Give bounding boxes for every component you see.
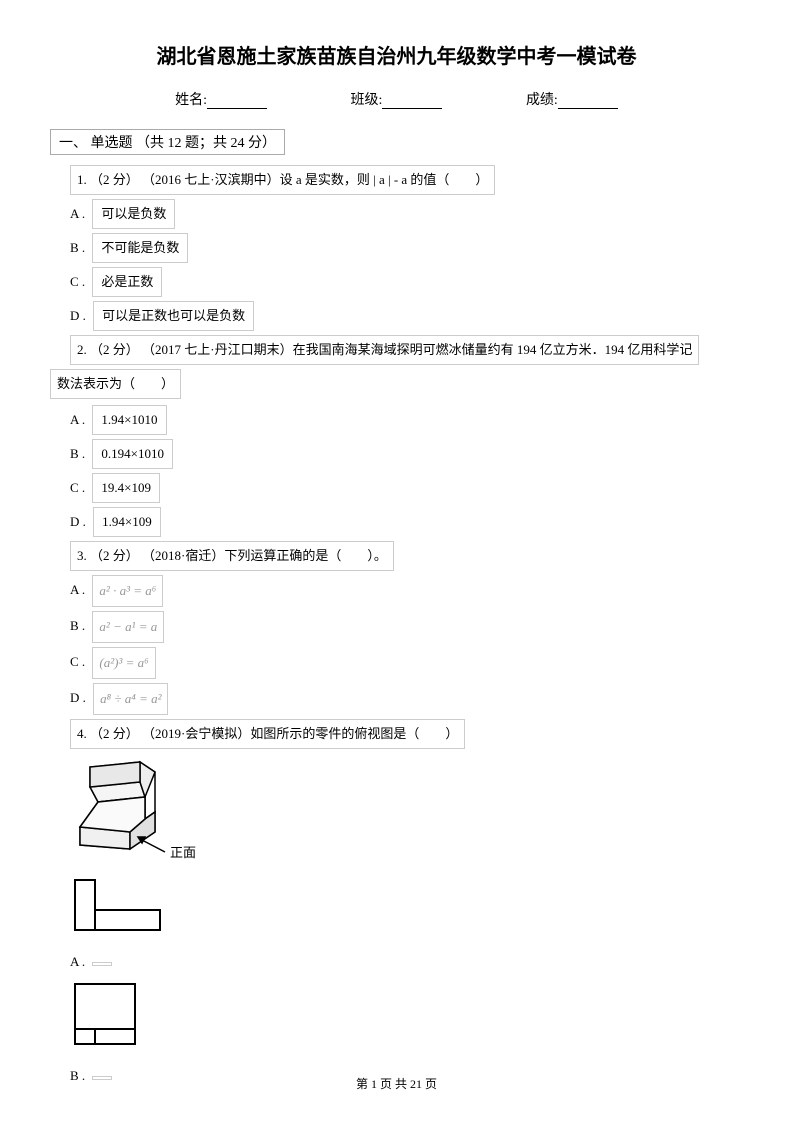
q2-a-text: 1.94×1010 xyxy=(92,405,166,435)
q3-c-formula: (a²)³ = a⁶ xyxy=(92,647,155,679)
question-1: 1. （2 分） （2016 七上·汉滨期中）设 a 是实数，则 | a | -… xyxy=(70,165,743,195)
q4-option-b: B . xyxy=(70,979,743,1089)
q1-d-label: D . xyxy=(70,308,86,323)
q2-a-label: A . xyxy=(70,412,85,427)
question-2: 2. （2 分） （2017 七上·丹江口期末）在我国南海某海域探明可燃冰储量约… xyxy=(70,335,743,365)
q2-text-cont: 数法表示为（ ） xyxy=(50,369,743,399)
q3-option-b: B . a² − a¹ = a xyxy=(70,611,743,643)
q1-option-b: B . 不可能是负数 xyxy=(70,233,743,263)
q1-c-text: 必是正数 xyxy=(92,267,162,297)
q4-main-figure: 正面 xyxy=(70,757,743,867)
q3-c-label: C . xyxy=(70,654,85,669)
q4-front-label: 正面 xyxy=(170,845,196,860)
name-blank xyxy=(207,95,267,109)
name-label: 姓名: xyxy=(175,89,207,109)
q4-text: 4. （2 分） （2019·会宁模拟）如图所示的零件的俯视图是（ ） xyxy=(70,719,465,749)
page-title: 湖北省恩施土家族苗族自治州九年级数学中考一模试卷 xyxy=(50,40,743,69)
q1-b-label: B . xyxy=(70,240,85,255)
q4-opt-a-icon xyxy=(70,875,170,940)
q4-a-box xyxy=(92,962,112,966)
score-blank xyxy=(558,95,618,109)
q4-opt-b-icon xyxy=(70,979,145,1054)
section-header: 一、 单选题 （共 12 题；共 24 分） xyxy=(50,129,285,155)
q2-option-d: D . 1.94×109 xyxy=(70,507,743,537)
q2-option-a: A . 1.94×1010 xyxy=(70,405,743,435)
page-footer: 第 1 页 共 21 页 xyxy=(0,1075,793,1092)
question-4: 4. （2 分） （2019·会宁模拟）如图所示的零件的俯视图是（ ） xyxy=(70,719,743,749)
question-3: 3. （2 分） （2018·宿迁）下列运算正确的是（ ）。 xyxy=(70,541,743,571)
q3-option-a: A . a² · a³ = a⁶ xyxy=(70,575,743,607)
q3-d-label: D . xyxy=(70,690,86,705)
q3-option-c: C . (a²)³ = a⁶ xyxy=(70,647,743,679)
q1-d-text: 可以是正数也可以是负数 xyxy=(93,301,254,331)
q2-option-c: C . 19.4×109 xyxy=(70,473,743,503)
q1-c-label: C . xyxy=(70,274,85,289)
q2-d-label: D . xyxy=(70,514,86,529)
q2-b-label: B . xyxy=(70,446,85,461)
q3-b-label: B . xyxy=(70,618,85,633)
q2-d-text: 1.94×109 xyxy=(93,507,161,537)
q1-option-c: C . 必是正数 xyxy=(70,267,743,297)
q4-a-label: A . xyxy=(70,954,85,969)
q3-d-formula: a⁸ ÷ a⁴ = a² xyxy=(93,683,168,715)
info-row: 姓名: 班级: 成绩: xyxy=(50,89,743,109)
q2-c-text: 19.4×109 xyxy=(92,473,160,503)
q2-b-text: 0.194×1010 xyxy=(92,439,173,469)
q1-option-a: A . 可以是负数 xyxy=(70,199,743,229)
q1-b-text: 不可能是负数 xyxy=(92,233,188,263)
class-blank xyxy=(382,95,442,109)
q1-a-label: A . xyxy=(70,206,85,221)
q2-c-label: C . xyxy=(70,480,85,495)
q3-a-label: A . xyxy=(70,582,85,597)
q2-cont-box: 数法表示为（ ） xyxy=(50,369,181,399)
q4-option-a: A . xyxy=(70,875,743,975)
q3-option-d: D . a⁸ ÷ a⁴ = a² xyxy=(70,683,743,715)
q4-3d-part-icon: 正面 xyxy=(70,757,220,867)
q3-b-formula: a² − a¹ = a xyxy=(92,611,164,643)
q2-option-b: B . 0.194×1010 xyxy=(70,439,743,469)
score-label: 成绩: xyxy=(526,89,558,109)
q1-option-d: D . 可以是正数也可以是负数 xyxy=(70,301,743,331)
q3-a-formula: a² · a³ = a⁶ xyxy=(92,575,163,607)
q1-a-text: 可以是负数 xyxy=(92,199,175,229)
q3-text: 3. （2 分） （2018·宿迁）下列运算正确的是（ ）。 xyxy=(70,541,394,571)
class-label: 班级: xyxy=(351,89,383,109)
q1-text: 1. （2 分） （2016 七上·汉滨期中）设 a 是实数，则 | a | -… xyxy=(70,165,495,195)
q2-text: 2. （2 分） （2017 七上·丹江口期末）在我国南海某海域探明可燃冰储量约… xyxy=(70,335,699,365)
